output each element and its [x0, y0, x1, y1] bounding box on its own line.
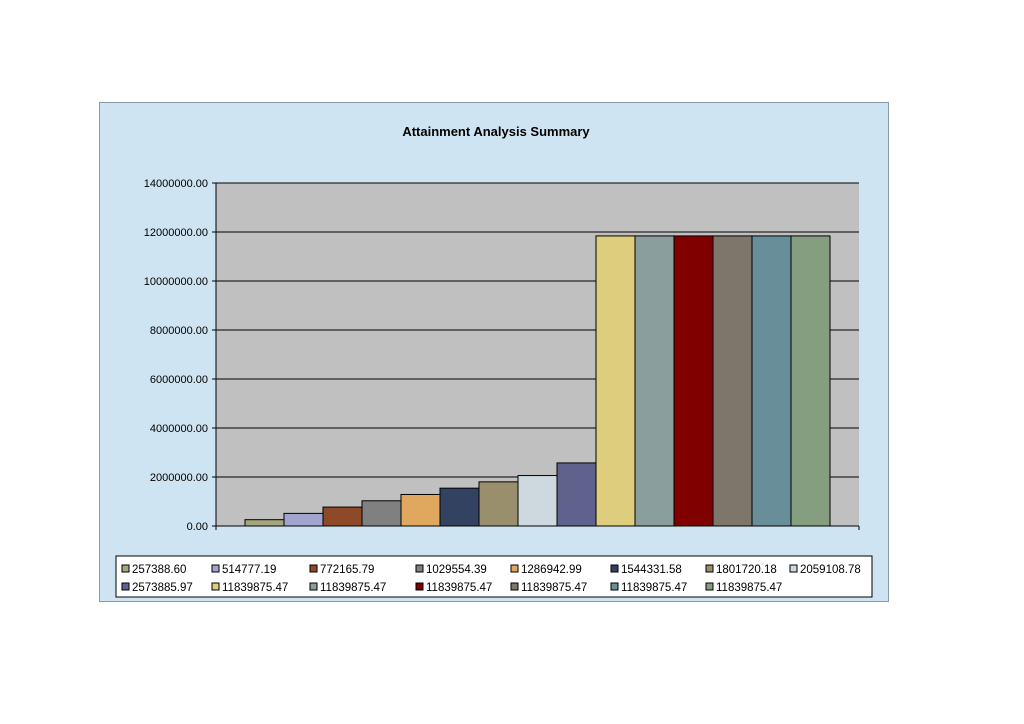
legend-label: 11839875.47 [621, 582, 687, 594]
y-tick-label: 14000000.00 [144, 178, 208, 190]
bar-4 [361, 500, 402, 527]
bar-5 [400, 493, 441, 527]
legend-swatch [415, 582, 424, 591]
chart-svg: Attainment Analysis Summary 0.00 2000000.… [115, 124, 873, 598]
legend-swatch [510, 564, 519, 573]
bar-3 [322, 506, 363, 527]
bar-13 [712, 235, 753, 527]
legend-swatch [309, 582, 318, 591]
legend-label: 11839875.47 [222, 582, 288, 594]
bar-8 [517, 475, 558, 527]
bar-6 [439, 487, 480, 527]
y-tick-label: 4000000.00 [150, 423, 208, 435]
legend-swatch [705, 582, 714, 591]
bar-2 [283, 512, 324, 527]
legend-label: 11839875.47 [426, 582, 492, 594]
legend-swatch [610, 582, 619, 591]
legend-swatch [121, 582, 130, 591]
y-tick-label: 12000000.00 [144, 227, 208, 239]
legend-label: 1029554.39 [426, 564, 487, 576]
bar-10 [595, 235, 636, 527]
bar-12 [673, 235, 714, 527]
y-tick-label: 6000000.00 [150, 374, 208, 386]
legend-box [115, 555, 873, 598]
legend-label: 11839875.47 [716, 582, 782, 594]
legend-label: 1801720.18 [716, 564, 777, 576]
legend-swatch [789, 564, 798, 573]
chart-title: Attainment Analysis Summary [402, 124, 590, 139]
legend-swatch [211, 564, 220, 573]
grid-layer [216, 182, 859, 478]
legend-swatch [309, 564, 318, 573]
legend-swatch [121, 564, 130, 573]
legend-swatch [510, 582, 519, 591]
legend-label: 772165.79 [320, 564, 374, 576]
legend-swatch [415, 564, 424, 573]
legend-swatch [610, 564, 619, 573]
bar-15 [790, 235, 831, 527]
bar-9 [556, 462, 597, 527]
y-tick-label: 0.00 [187, 521, 208, 533]
legend-label: 11839875.47 [521, 582, 587, 594]
legend-swatch [705, 564, 714, 573]
legend-label: 1544331.58 [621, 564, 682, 576]
axis-layer: 0.00 2000000.00 4000000.00 6000000.00 800000… [144, 178, 860, 533]
legend-label: 2573885.97 [132, 582, 193, 594]
y-tick-label: 2000000.00 [150, 472, 208, 484]
legend-label: 2059108.78 [800, 564, 861, 576]
legend-label: 11839875.47 [320, 582, 386, 594]
bar-14 [751, 235, 792, 527]
y-tick-label: 10000000.00 [144, 276, 208, 288]
legend-swatch [211, 582, 220, 591]
bar-1 [244, 519, 285, 527]
y-tick-label: 8000000.00 [150, 325, 208, 337]
legend-label: 514777.19 [222, 564, 276, 576]
bar-7 [478, 481, 519, 527]
legend-label: 257388.60 [132, 564, 186, 576]
bars-layer [244, 235, 831, 527]
legend-items: 257388.60 514777.19 772165.79 1029554.39 128… [121, 564, 861, 594]
legend-label: 1286942.99 [521, 564, 582, 576]
bar-11 [634, 235, 675, 527]
legend: 257388.60 514777.19 772165.79 1029554.39 128… [115, 555, 873, 598]
chart-frame: Attainment Analysis Summary 0.00 2000000.… [99, 102, 889, 602]
